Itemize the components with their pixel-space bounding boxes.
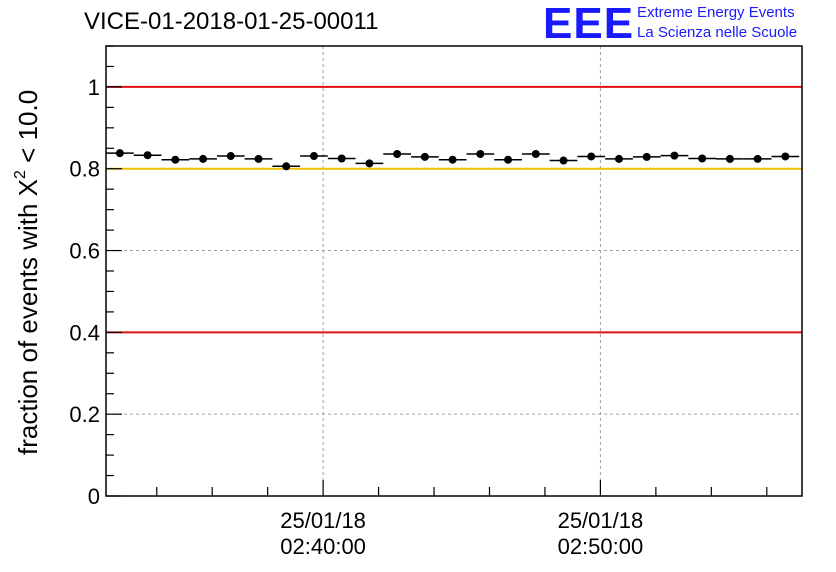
data-point (133, 151, 162, 160)
data-point (411, 152, 439, 161)
data-point-marker (199, 154, 208, 163)
data-point (106, 149, 134, 158)
data-point-marker (753, 154, 762, 163)
data-point-marker (282, 162, 291, 171)
data-point (466, 150, 495, 158)
data-point (327, 154, 356, 163)
eee-logo-mark: EEE (543, 0, 635, 48)
data-point-marker (393, 150, 402, 158)
plot-frame (105, 45, 803, 497)
data-point-marker (337, 154, 346, 163)
data-point (244, 154, 273, 163)
data-point (383, 150, 412, 158)
data-point (494, 155, 522, 164)
data-point (189, 154, 217, 163)
data-point (716, 154, 744, 163)
data-point (438, 155, 467, 164)
data-point (161, 155, 190, 164)
data-point-marker (309, 152, 318, 161)
data-point (216, 152, 245, 161)
chart-title: VICE-01-2018-01-25-00011 (84, 8, 379, 35)
data-point (577, 152, 606, 161)
data-point (605, 154, 633, 163)
data-point-marker (476, 150, 485, 158)
data-point-marker (670, 151, 679, 160)
y-tick-label: 0.4 (69, 320, 100, 345)
y-tick-labels: 0 0.2 0.4 0.6 0.8 1 (69, 75, 100, 509)
data-point (771, 152, 800, 161)
data-points (106, 149, 800, 171)
y-tick-label: 0.6 (69, 239, 100, 264)
x-tick-label: 25/01/18 02:50:00 (530, 508, 670, 560)
logo-line-2: La Scienza nelle Scuole (637, 24, 798, 41)
data-point-marker (614, 154, 623, 163)
grid-lines (106, 46, 802, 496)
y-axis-label-chi: X (13, 178, 43, 197)
y-axis-label-suffix: < 10.0 (13, 89, 43, 171)
data-point-marker (226, 152, 235, 161)
x-tick-date: 25/01/18 (280, 508, 366, 533)
data-point-marker (420, 152, 429, 161)
data-point-marker (143, 151, 152, 160)
axis-ticks (106, 45, 768, 497)
data-point-marker (559, 156, 568, 165)
eee-logo: EEE Extreme Energy Events La Scienza nel… (543, 2, 833, 46)
y-axis-label-sup: 2 (12, 170, 29, 179)
y-axis-label-prefix: fraction of events with (13, 196, 43, 455)
data-point-marker (781, 152, 790, 161)
data-point (355, 159, 384, 168)
data-point (688, 154, 717, 163)
data-point-marker (365, 159, 374, 168)
data-point-marker (171, 155, 180, 164)
data-point-marker (725, 154, 734, 163)
data-point (300, 152, 328, 161)
data-point (743, 154, 772, 163)
y-tick-label: 0.8 (69, 157, 100, 182)
y-axis-label: fraction of events with X2 < 10.0 (12, 90, 44, 455)
data-point (660, 151, 689, 160)
data-point-marker (531, 150, 540, 158)
logo-line-1: Extreme Energy Events (637, 4, 795, 21)
data-point (521, 150, 550, 158)
data-point-marker (254, 154, 263, 163)
x-tick-date: 25/01/18 (557, 508, 644, 533)
data-point-marker (642, 152, 651, 161)
x-tick-time: 02:40:00 (280, 534, 366, 559)
data-point-marker (448, 155, 457, 164)
data-point-marker (115, 149, 124, 158)
reference-lines (106, 85, 802, 334)
x-tick-label: 25/01/18 02:40:00 (253, 508, 393, 560)
data-point-marker (698, 154, 707, 163)
data-point (632, 152, 661, 161)
data-point (549, 156, 578, 165)
data-point-marker (504, 155, 513, 164)
y-tick-label: 0 (88, 484, 100, 509)
data-point (272, 162, 301, 171)
y-tick-label: 0.2 (69, 402, 100, 427)
x-tick-time: 02:50:00 (557, 534, 644, 559)
y-tick-label: 1 (88, 75, 100, 100)
data-point-marker (587, 152, 596, 161)
